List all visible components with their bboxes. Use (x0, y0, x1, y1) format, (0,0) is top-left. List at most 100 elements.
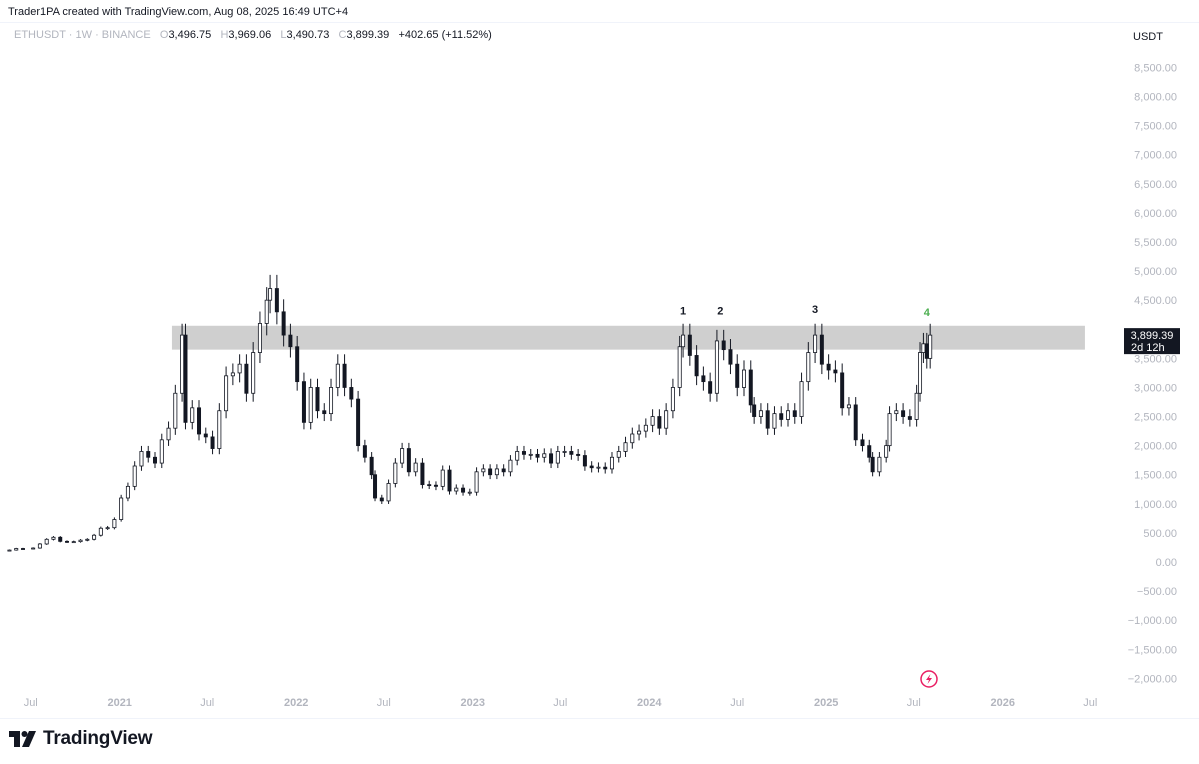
candle-body (112, 519, 117, 529)
candle-body (576, 453, 581, 456)
x-tick-label: 2024 (637, 697, 662, 709)
candle (166, 421, 171, 446)
candle (146, 445, 151, 463)
candle (877, 452, 882, 477)
candle-body (714, 340, 719, 394)
candle (112, 517, 117, 530)
candle (308, 378, 313, 430)
candle-body (14, 548, 19, 551)
candle (362, 439, 367, 463)
candle (758, 403, 763, 424)
high-value: 3,969.06 (228, 29, 272, 41)
candle-body (799, 381, 804, 417)
candle (244, 354, 249, 402)
currency-label: USDT (1133, 31, 1163, 43)
candle (596, 462, 601, 473)
candle-body (257, 323, 262, 353)
candle (650, 409, 655, 433)
candle (85, 538, 90, 542)
candle-body (203, 433, 208, 438)
candle (779, 406, 784, 427)
candle (315, 378, 320, 419)
candle-body (765, 410, 770, 429)
candle-body (58, 536, 63, 542)
y-tick-label: 5,000.00 (1134, 266, 1177, 278)
candle-body (474, 471, 479, 493)
candle (51, 536, 56, 541)
candle (813, 323, 818, 364)
candle (342, 354, 347, 397)
candle (393, 458, 398, 488)
y-tick-label: 5,500.00 (1134, 237, 1177, 249)
candle-body (657, 416, 662, 429)
close-value: 3,899.39 (346, 29, 390, 41)
candle-body (786, 410, 791, 420)
candle-body (748, 369, 753, 406)
candle (474, 467, 479, 496)
candle (840, 363, 845, 416)
candle-body (139, 451, 144, 467)
candle-body (288, 334, 293, 348)
candle-body (813, 334, 818, 353)
candle (901, 403, 906, 424)
candle (752, 397, 757, 424)
candle-body (670, 387, 675, 412)
y-tick-label: 7,000.00 (1134, 150, 1177, 162)
candle (918, 342, 923, 402)
candle (569, 445, 574, 460)
candle (786, 403, 791, 427)
candle (264, 287, 269, 336)
candle-body (555, 451, 560, 464)
candle (251, 342, 256, 402)
candle-body (901, 410, 906, 417)
candle-body (78, 539, 83, 543)
candle-body (894, 410, 899, 415)
candle-body (846, 404, 851, 409)
candle-body (792, 410, 797, 417)
candle-body (860, 439, 865, 447)
candle (237, 354, 242, 383)
candle-body (342, 363, 347, 388)
candle (125, 482, 130, 502)
candle-body (44, 538, 49, 545)
candle (386, 479, 391, 504)
candle-body (907, 416, 912, 420)
x-tick-label: Jul (24, 697, 38, 709)
candle (914, 384, 919, 427)
candle-body (772, 413, 777, 429)
y-tick-label: 0.00 (1156, 557, 1177, 569)
candle (887, 406, 892, 452)
candle-body (274, 288, 279, 313)
candle-body (173, 392, 178, 429)
candle (447, 465, 452, 495)
candle-body (335, 363, 340, 388)
candle-body (379, 497, 384, 502)
candle-body (924, 343, 929, 359)
candle-body (237, 363, 242, 374)
candle (301, 372, 306, 430)
candle-body (224, 375, 229, 412)
candle (224, 366, 229, 419)
candle (488, 464, 493, 480)
x-tick-label: Jul (1083, 697, 1097, 709)
candle (853, 397, 858, 446)
flash-icon[interactable] (920, 670, 938, 688)
candle (562, 445, 567, 457)
candle (281, 299, 286, 347)
candle-body (369, 456, 374, 476)
tradingview-logo[interactable]: TradingView (9, 728, 153, 750)
candle (440, 465, 445, 491)
candle (657, 409, 662, 435)
candle (335, 354, 340, 397)
candle-body (562, 451, 567, 453)
symbol-info[interactable]: ETHUSDT · 1W · BINANCE (14, 29, 151, 41)
y-tick-label: 500.00 (1143, 528, 1177, 540)
candle (379, 494, 384, 504)
candle-body (616, 451, 621, 458)
candle-body (853, 404, 858, 441)
candle (609, 452, 614, 474)
candle-body (7, 549, 12, 552)
candle-body (427, 484, 432, 487)
y-tick-label: 6,500.00 (1134, 179, 1177, 191)
